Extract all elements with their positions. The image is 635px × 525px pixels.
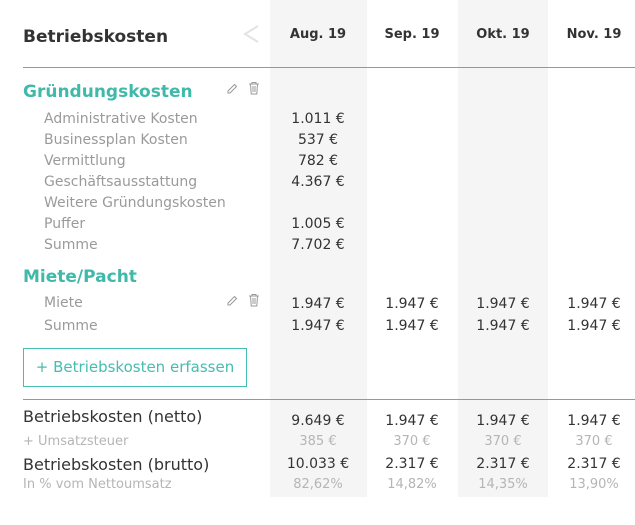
row-value: 537 € xyxy=(297,132,339,148)
total-value: 9.649 € xyxy=(291,413,345,429)
chevron-left-icon[interactable] xyxy=(240,20,262,48)
row-value: 1.947 € xyxy=(291,318,345,334)
trash-icon[interactable] xyxy=(247,293,261,307)
total-label-brutto: Betriebskosten (brutto) xyxy=(23,455,210,474)
row-value: 1.947 € xyxy=(567,318,621,334)
trash-icon[interactable] xyxy=(247,81,261,95)
total-value: 2.317 € xyxy=(476,456,530,472)
row-value: 782 € xyxy=(297,153,339,169)
row-value: 1.947 € xyxy=(567,296,621,312)
row-label: Vermittlung xyxy=(44,153,126,169)
total-value: 10.033 € xyxy=(286,456,350,472)
month-header: Aug. 19 xyxy=(289,27,347,42)
section-title-gruendungskosten: Gründungskosten xyxy=(23,82,193,102)
row-label: Businessplan Kosten xyxy=(44,132,188,148)
row-value: 7.702 € xyxy=(291,237,345,253)
total-value: 1.947 € xyxy=(567,413,621,429)
pencil-icon[interactable] xyxy=(225,82,239,96)
month-header: Nov. 19 xyxy=(566,27,622,42)
row-label: Geschäftsausstattung xyxy=(44,174,198,190)
row-value: 1.947 € xyxy=(476,318,530,334)
header-divider xyxy=(23,67,635,68)
total-value: 13,90% xyxy=(569,477,619,492)
row-label: Summe xyxy=(44,318,98,334)
row-label: Administrative Kosten xyxy=(44,111,198,127)
pencil-icon[interactable] xyxy=(225,294,239,308)
total-value: 385 € xyxy=(299,434,337,449)
column-shade-aug xyxy=(270,0,367,497)
row-label: Weitere Gründungskosten xyxy=(44,195,226,211)
row-label: Summe xyxy=(44,237,98,253)
row-value: 1.005 € xyxy=(291,216,345,232)
column-shade-okt xyxy=(458,0,548,497)
total-label-netto: Betriebskosten (netto) xyxy=(23,407,203,426)
row-value: 1.011 € xyxy=(291,111,345,127)
total-value: 2.317 € xyxy=(567,456,621,472)
row-value: 1.947 € xyxy=(476,296,530,312)
total-value: 2.317 € xyxy=(385,456,439,472)
add-betriebskosten-button[interactable]: + Betriebskosten erfassen xyxy=(23,348,247,387)
total-value: 82,62% xyxy=(293,477,343,492)
page-title: Betriebskosten xyxy=(23,27,169,47)
month-header: Sep. 19 xyxy=(384,27,440,42)
row-label: Miete xyxy=(44,295,83,311)
total-value: 370 € xyxy=(484,434,522,449)
total-value: 1.947 € xyxy=(476,413,530,429)
row-value: 1.947 € xyxy=(385,296,439,312)
total-value: 14,82% xyxy=(387,477,437,492)
total-value: 14,35% xyxy=(478,477,528,492)
row-label: Puffer xyxy=(44,216,86,232)
row-value: 4.367 € xyxy=(291,174,345,190)
section-title-miete-pacht: Miete/Pacht xyxy=(23,267,137,287)
row-value: 1.947 € xyxy=(291,296,345,312)
totals-divider xyxy=(23,399,635,400)
month-header: Okt. 19 xyxy=(476,27,530,42)
row-value: 1.947 € xyxy=(385,318,439,334)
total-value: 1.947 € xyxy=(385,413,439,429)
total-value: 370 € xyxy=(393,434,431,449)
total-value: 370 € xyxy=(575,434,613,449)
total-label-umsatzsteuer: + Umsatzsteuer xyxy=(23,434,129,449)
total-label-prozent: In % vom Nettoumsatz xyxy=(23,477,172,492)
